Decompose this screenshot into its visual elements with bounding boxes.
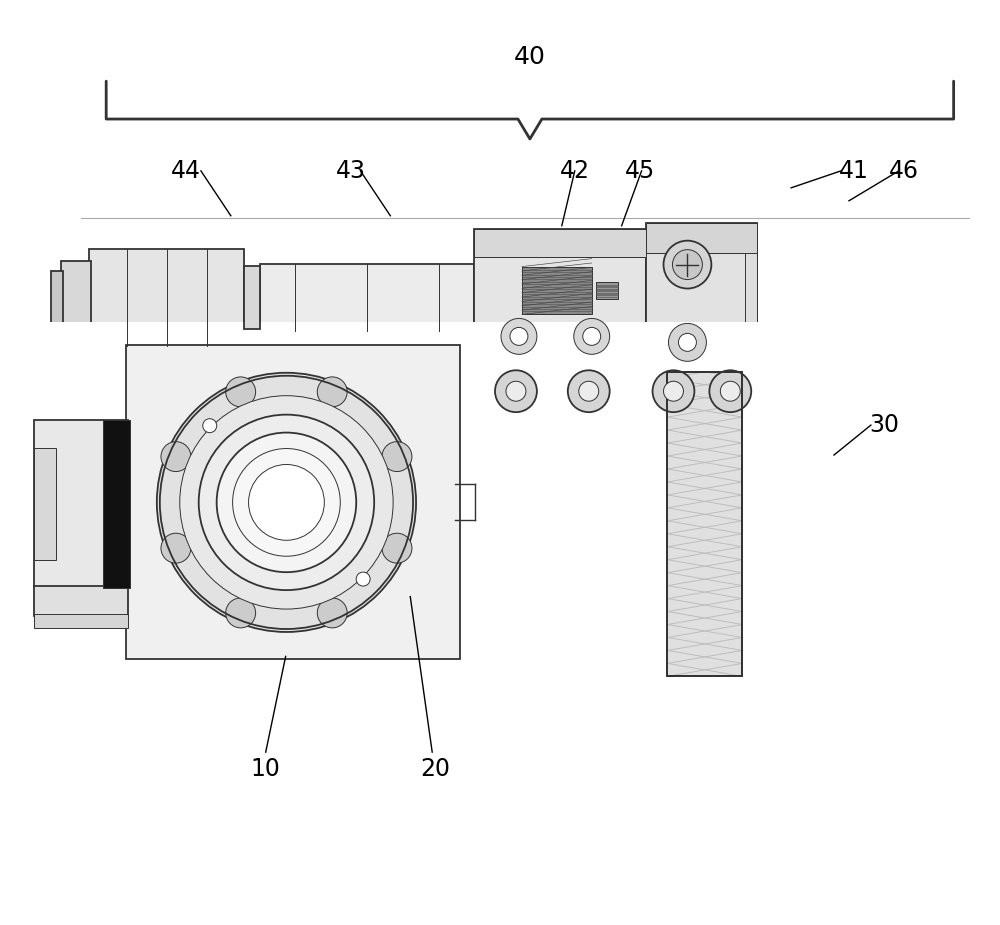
Bar [667,323,742,372]
Circle shape [180,396,393,609]
Bar [2,323,667,726]
Bar [34,613,128,627]
Bar [61,261,91,334]
Circle shape [161,441,191,472]
Bar [34,420,128,587]
Circle shape [356,572,370,586]
Bar [103,420,130,587]
Bar [745,223,757,372]
Text: 10: 10 [251,757,281,781]
Circle shape [161,533,191,563]
Circle shape [203,419,217,433]
Text: 41: 41 [839,159,869,183]
Text: 30: 30 [869,413,899,438]
Circle shape [317,376,347,407]
Circle shape [653,370,694,413]
Circle shape [249,464,324,540]
Circle shape [579,381,599,401]
Bar [34,448,56,560]
Bar [244,265,260,329]
Circle shape [506,381,526,401]
Bar [667,676,742,726]
Circle shape [217,433,356,573]
Bar [667,372,742,676]
Circle shape [678,333,696,352]
Circle shape [317,598,347,628]
Bar [646,223,757,372]
Bar [742,323,998,726]
Text: 43: 43 [335,159,365,183]
Bar [89,249,244,346]
Circle shape [709,370,751,413]
Bar [474,228,646,256]
Circle shape [672,250,702,279]
Text: 42: 42 [560,159,590,183]
Bar [51,271,63,325]
Circle shape [574,318,610,354]
Bar [474,228,646,366]
Text: 46: 46 [889,159,919,183]
Bar [596,281,618,300]
Circle shape [583,327,601,345]
Circle shape [382,533,412,563]
Text: 40: 40 [514,45,546,69]
Text: 45: 45 [624,159,655,183]
Circle shape [382,441,412,472]
Bar [260,265,474,331]
Circle shape [664,240,711,289]
Circle shape [720,381,740,401]
Circle shape [199,414,374,590]
Text: 20: 20 [420,757,450,781]
Bar [667,372,742,676]
Bar [126,345,460,660]
Circle shape [495,370,537,413]
Circle shape [226,598,256,628]
Bar [667,372,742,676]
Circle shape [568,370,610,413]
Bar [522,266,592,314]
Circle shape [668,324,706,362]
Text: 44: 44 [171,159,201,183]
Bar [105,344,133,376]
Bar [34,586,128,615]
Circle shape [510,327,528,345]
Circle shape [501,318,537,354]
Bar [99,375,139,387]
Circle shape [226,376,256,407]
Bar [646,223,757,253]
Circle shape [664,381,683,401]
Bar [151,375,191,387]
Circle shape [233,449,340,556]
Bar [157,344,185,376]
Circle shape [157,373,416,632]
